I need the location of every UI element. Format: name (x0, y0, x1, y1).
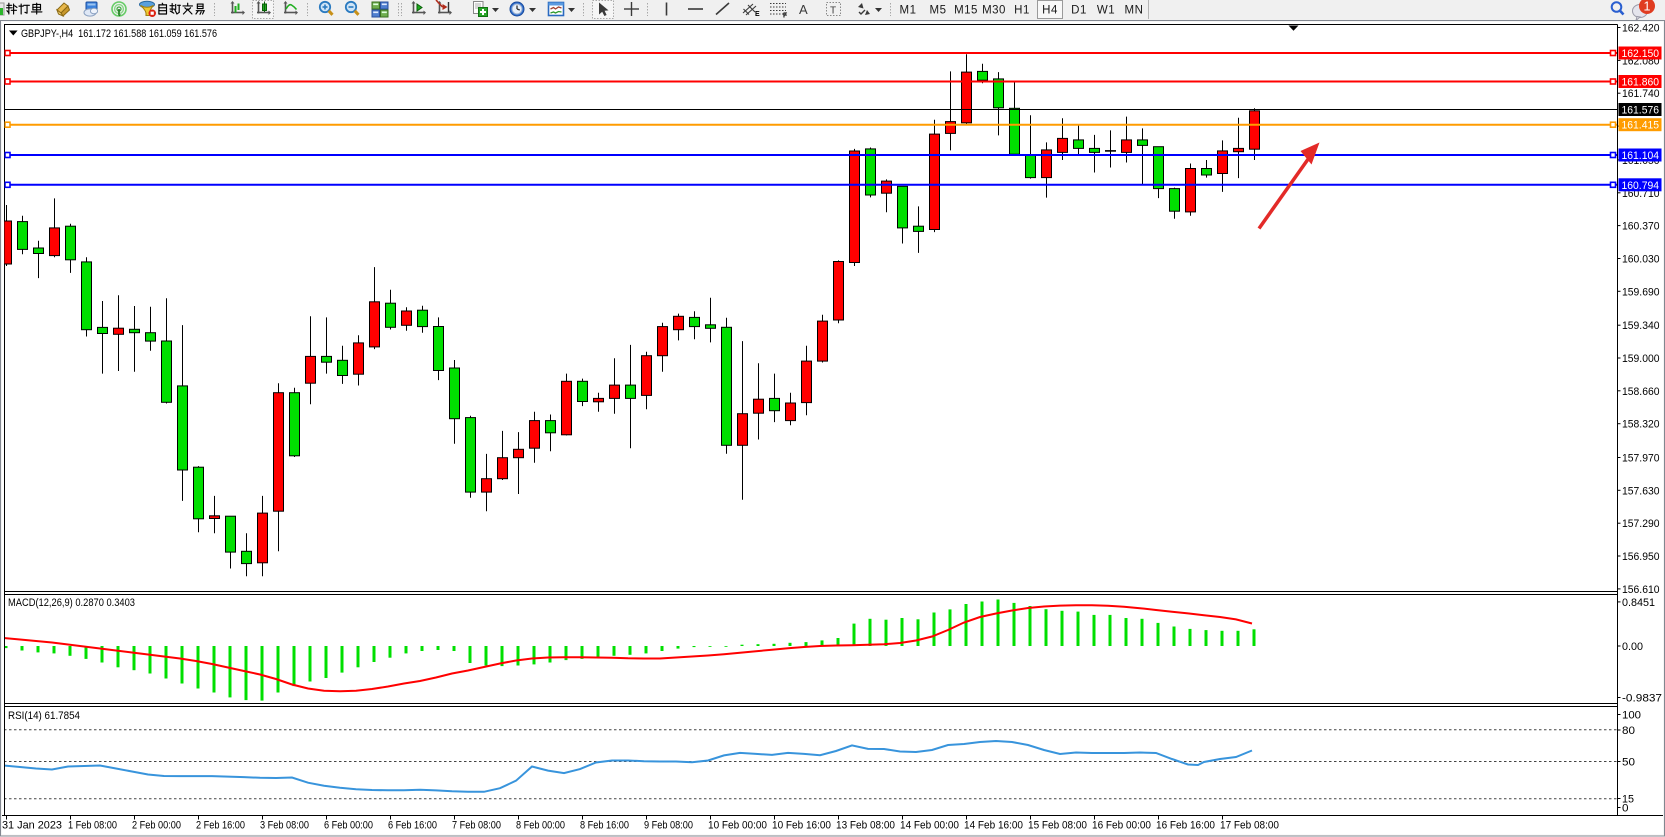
svg-text:D1: D1 (1071, 5, 1087, 17)
svg-text:3 Feb 08:00: 3 Feb 08:00 (260, 820, 309, 832)
svg-text:159.690: 159.690 (1622, 286, 1660, 298)
svg-text:7 Feb 08:00: 7 Feb 08:00 (452, 820, 501, 832)
svg-text:157.630: 157.630 (1622, 485, 1660, 497)
svg-text:157.970: 157.970 (1622, 453, 1660, 465)
svg-text:158.660: 158.660 (1622, 386, 1660, 398)
svg-text:0.8451: 0.8451 (1622, 597, 1655, 609)
svg-text:14 Feb 00:00: 14 Feb 00:00 (900, 820, 959, 832)
svg-text:H4: H4 (1042, 5, 1058, 17)
svg-text:H1: H1 (1014, 5, 1030, 17)
svg-text:50: 50 (1622, 757, 1635, 769)
svg-text:MACD(12,26,9) 0.2870 0.3403: MACD(12,26,9) 0.2870 0.3403 (8, 597, 135, 609)
svg-text:1: 1 (1644, 0, 1651, 14)
svg-text:156.610: 156.610 (1622, 584, 1660, 596)
svg-text:159.000: 159.000 (1622, 353, 1660, 365)
svg-text:GBPJPY-,H4 161.172 161.588 16: GBPJPY-,H4 161.172 161.588 161.059 161.5… (21, 28, 217, 40)
svg-text:16 Feb 00:00: 16 Feb 00:00 (1092, 820, 1151, 832)
svg-text:T: T (830, 6, 836, 17)
svg-text:16 Feb 16:00: 16 Feb 16:00 (1156, 820, 1215, 832)
svg-text:MN: MN (1125, 5, 1144, 17)
svg-text:10 Feb 16:00: 10 Feb 16:00 (772, 820, 831, 832)
svg-text:162.420: 162.420 (1622, 23, 1660, 35)
svg-text:161.104: 161.104 (1622, 150, 1660, 162)
svg-text:1 Feb 08:00: 1 Feb 08:00 (68, 820, 117, 832)
svg-text:9 Feb 08:00: 9 Feb 08:00 (644, 820, 693, 832)
svg-text:6 Feb 16:00: 6 Feb 16:00 (388, 820, 437, 832)
svg-text:-0.9837: -0.9837 (1622, 693, 1662, 705)
svg-text:157.290: 157.290 (1622, 518, 1660, 530)
svg-text:10 Feb 00:00: 10 Feb 00:00 (708, 820, 767, 832)
svg-text:161.860: 161.860 (1622, 77, 1660, 89)
svg-text:6 Feb 00:00: 6 Feb 00:00 (324, 820, 373, 832)
svg-text:8 Feb 16:00: 8 Feb 16:00 (580, 820, 629, 832)
svg-text:100: 100 (1622, 710, 1641, 722)
svg-text:160.794: 160.794 (1622, 180, 1660, 192)
svg-text:15: 15 (1622, 794, 1634, 806)
svg-text:M1: M1 (900, 5, 917, 17)
svg-text:161.415: 161.415 (1622, 120, 1660, 132)
svg-text:160.370: 160.370 (1622, 221, 1660, 233)
svg-text:0.00: 0.00 (1622, 641, 1643, 653)
svg-text:W1: W1 (1097, 5, 1115, 17)
svg-text:A: A (799, 2, 808, 17)
svg-text:2 Feb 16:00: 2 Feb 16:00 (196, 820, 245, 832)
svg-text:159.340: 159.340 (1622, 320, 1660, 332)
svg-text:RSI(14) 61.7854: RSI(14) 61.7854 (8, 710, 80, 722)
svg-text:0: 0 (1622, 803, 1629, 815)
svg-text:14 Feb 16:00: 14 Feb 16:00 (964, 820, 1023, 832)
svg-text:M30: M30 (982, 5, 1006, 17)
svg-text:E: E (755, 11, 760, 18)
svg-text:161.740: 161.740 (1622, 88, 1660, 100)
svg-text:F: F (783, 13, 788, 20)
svg-text:M5: M5 (930, 5, 947, 17)
svg-text:162.150: 162.150 (1622, 48, 1660, 60)
svg-text:M15: M15 (954, 5, 978, 17)
svg-text:2 Feb 00:00: 2 Feb 00:00 (132, 820, 181, 832)
svg-text:17 Feb 08:00: 17 Feb 08:00 (1220, 820, 1279, 832)
svg-text:80: 80 (1622, 725, 1635, 737)
svg-text:158.320: 158.320 (1622, 419, 1660, 431)
svg-text:15 Feb 08:00: 15 Feb 08:00 (1028, 820, 1087, 832)
svg-text:8 Feb 00:00: 8 Feb 00:00 (516, 820, 565, 832)
svg-text:13 Feb 08:00: 13 Feb 08:00 (836, 820, 895, 832)
svg-text:156.950: 156.950 (1622, 551, 1660, 563)
svg-text:161.576: 161.576 (1622, 105, 1660, 117)
svg-text:31 Jan 2023: 31 Jan 2023 (2, 820, 62, 832)
svg-text:160.030: 160.030 (1622, 254, 1660, 266)
